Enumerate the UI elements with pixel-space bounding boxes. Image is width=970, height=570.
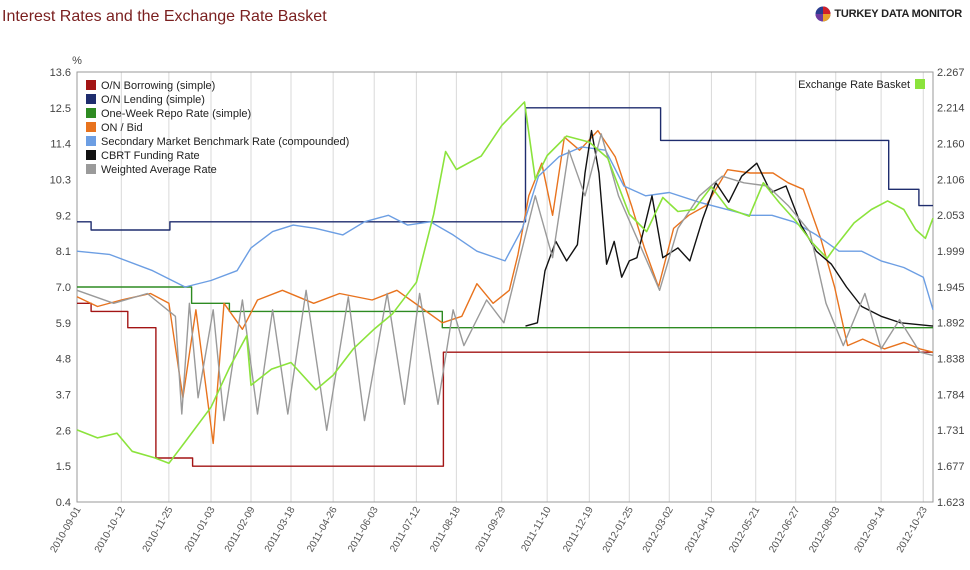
legend-swatch-weighted-average-rate	[86, 164, 96, 174]
right-tick-label: 1.623	[937, 497, 965, 509]
right-tick-label: 2.160	[937, 138, 965, 150]
right-tick-label: 1.945	[937, 282, 965, 294]
right-tick-label: 1.677	[937, 461, 965, 473]
x-tick-label: 2011-09-29	[474, 505, 509, 555]
series-line-exchange-rate-basket	[76, 101, 934, 465]
series-line-secondary-market-benchmark-rate-compounded	[76, 146, 934, 310]
legend-swatch-o-n-borrowing-simple	[86, 80, 96, 90]
chart-title: Interest Rates and the Exchange Rate Bas…	[2, 8, 327, 25]
x-tick-label: 2012-05-21	[727, 505, 762, 555]
legend-label-o-n-lending-simple: O/N Lending (simple)	[101, 94, 205, 106]
x-tick-label: 2011-02-09	[223, 505, 258, 555]
left-tick-label: 8.1	[56, 246, 71, 258]
x-tick-label: 2011-01-03	[183, 505, 218, 555]
series-line-o-n-lending-simple	[77, 107, 933, 231]
left-tick-label: 5.9	[56, 318, 71, 330]
right-tick-label: 1.892	[937, 317, 965, 329]
series-line-weighted-average-rate	[76, 133, 934, 431]
x-tick-label: 2011-07-12	[388, 505, 423, 555]
left-tick-label: 3.7	[56, 390, 71, 402]
brand-logo: TURKEY DATA MONITOR	[815, 6, 962, 22]
right-tick-label: 2.053	[937, 210, 965, 222]
legend-label-o-n-borrowing-simple: O/N Borrowing (simple)	[101, 80, 215, 92]
x-tick-label: 2012-01-25	[601, 505, 636, 555]
series-layer	[76, 101, 934, 467]
series-line-o-n-borrowing-simple	[77, 302, 933, 467]
grid-layer	[76, 72, 924, 502]
left-tick-label: 4.8	[56, 354, 71, 366]
legend-label-cbrt-funding-rate: CBRT Funding Rate	[101, 150, 200, 162]
x-tick-label: 2010-10-12	[93, 505, 128, 555]
right-tick-label: 2.106	[937, 175, 965, 187]
right-tick-label: 1.731	[937, 425, 965, 437]
legend-swatch-on-bid	[86, 122, 96, 132]
right-tick-label: 2.267	[937, 67, 965, 79]
legend-label-exchange-rate-basket: Exchange Rate Basket	[798, 79, 910, 91]
legend-label-one-week-repo-rate-simple: One-Week Repo Rate (simple)	[101, 108, 251, 120]
left-tick-label: 7.0	[56, 282, 71, 294]
left-tick-label: 12.5	[50, 103, 71, 115]
series-line-cbrt-funding-rate	[525, 129, 934, 327]
x-tick-label: 2011-06-03	[346, 505, 381, 555]
legend-swatch-one-week-repo-rate-simple	[86, 108, 96, 118]
globe-icon	[815, 6, 831, 22]
x-tick-label: 2010-11-25	[141, 505, 176, 555]
left-tick-label: 9.2	[56, 210, 71, 222]
right-tick-label: 1.999	[937, 246, 965, 258]
x-tick-label: 2012-04-10	[683, 505, 718, 555]
left-tick-label: 13.6	[50, 67, 71, 79]
x-tick-label: 2011-12-19	[561, 505, 596, 555]
series-line-on-bid	[76, 129, 934, 445]
left-tick-label: 1.5	[56, 461, 71, 473]
right-tick-label: 2.214	[937, 102, 965, 114]
legend-label-secondary-market-benchmark-rate-compounded: Secondary Market Benchmark Rate (compoun…	[101, 136, 349, 148]
left-tick-label: 10.3	[50, 175, 71, 187]
legend-swatch-secondary-market-benchmark-rate-compounded	[86, 136, 96, 146]
legend-layer: O/N Borrowing (simple) O/N Lending (simpl…	[86, 79, 925, 176]
x-tick-label: 2012-06-27	[767, 505, 802, 555]
x-tick-label: 2012-09-14	[853, 505, 888, 555]
left-tick-label: 0.4	[56, 497, 71, 509]
x-tick-label: 2012-10-23	[895, 505, 930, 555]
legend-swatch-o-n-lending-simple	[86, 94, 96, 104]
x-tick-label: 2011-04-26	[305, 505, 340, 555]
brand-name: TURKEY DATA MONITOR	[834, 8, 962, 20]
right-tick-label: 1.838	[937, 353, 965, 365]
x-tick-label: 2011-08-18	[428, 505, 463, 555]
left-tick-label: 2.6	[56, 425, 71, 437]
x-tick-label: 2012-03-02	[641, 505, 676, 555]
legend-label-weighted-average-rate: Weighted Average Rate	[101, 164, 217, 176]
legend-label-on-bid: ON / Bid	[101, 122, 143, 134]
x-tick-label: 2011-03-18	[263, 505, 298, 555]
x-tick-label: 2011-11-10	[519, 505, 554, 554]
legend-swatch-cbrt-funding-rate	[86, 150, 96, 160]
legend-swatch-exchange-rate-basket	[915, 79, 925, 89]
x-tick-label: 2010-09-01	[48, 505, 83, 555]
series-line-one-week-repo-rate-simple	[77, 286, 933, 329]
left-axis-unit: %	[72, 55, 82, 67]
left-tick-label: 11.4	[50, 139, 71, 151]
x-tick-label: 2012-08-03	[807, 505, 842, 555]
right-tick-label: 1.784	[937, 390, 965, 402]
